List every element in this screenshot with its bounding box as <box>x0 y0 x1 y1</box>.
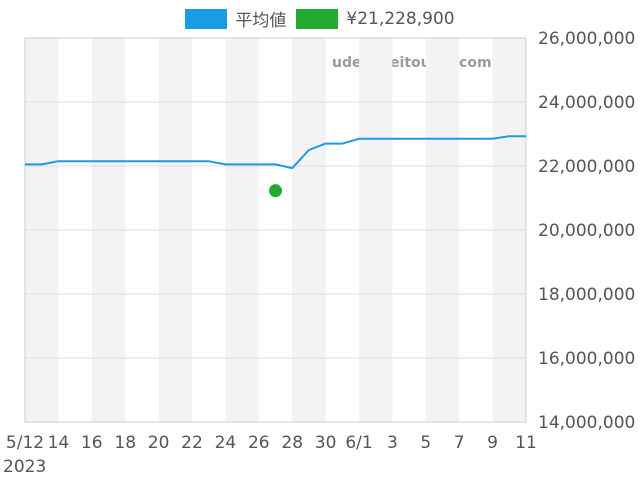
x-year-label: 2023 <box>3 457 46 477</box>
x-tick-label: 3 <box>387 433 398 453</box>
y-tick-label: 16,000,000 <box>538 349 635 369</box>
x-tick-label: 14 <box>48 433 70 453</box>
data-point-price <box>269 184 282 198</box>
x-tick-label: 6/1 <box>345 433 372 453</box>
y-tick-label: 22,000,000 <box>538 157 635 177</box>
y-tick-label: 20,000,000 <box>538 221 635 241</box>
legend-swatch-price <box>296 8 339 29</box>
legend-item-average[interactable]: 平均値 <box>185 6 286 31</box>
legend-label-price: ¥21,228,900 <box>346 8 455 29</box>
y-tick-label: 26,000,000 <box>538 29 635 49</box>
y-tick-label: 18,000,000 <box>538 285 635 305</box>
x-tick-label: 28 <box>281 433 303 453</box>
x-tick-label: 5 <box>420 433 431 453</box>
series-line-average <box>25 135 526 170</box>
x-tick-label: 11 <box>515 433 537 453</box>
y-tick-label: 14,000,000 <box>538 413 635 433</box>
chart-legend: 平均値 ¥21,228,900 <box>0 6 640 31</box>
x-tick-label: 18 <box>114 433 136 453</box>
x-tick-label: 16 <box>81 433 103 453</box>
plot-border <box>24 37 527 423</box>
x-tick-label: 9 <box>487 433 498 453</box>
x-tick-label: 30 <box>315 433 337 453</box>
x-tick-label: 24 <box>215 433 237 453</box>
x-tick-label: 5/12 <box>6 433 44 453</box>
x-tick-label: 7 <box>454 433 465 453</box>
legend-item-price[interactable]: ¥21,228,900 <box>296 8 455 29</box>
legend-swatch-average <box>185 8 228 29</box>
legend-label-average: 平均値 <box>235 11 287 31</box>
x-tick-label: 26 <box>248 433 270 453</box>
x-tick-label: 22 <box>181 433 203 453</box>
y-tick-label: 24,000,000 <box>538 93 635 113</box>
x-tick-label: 20 <box>148 433 170 453</box>
